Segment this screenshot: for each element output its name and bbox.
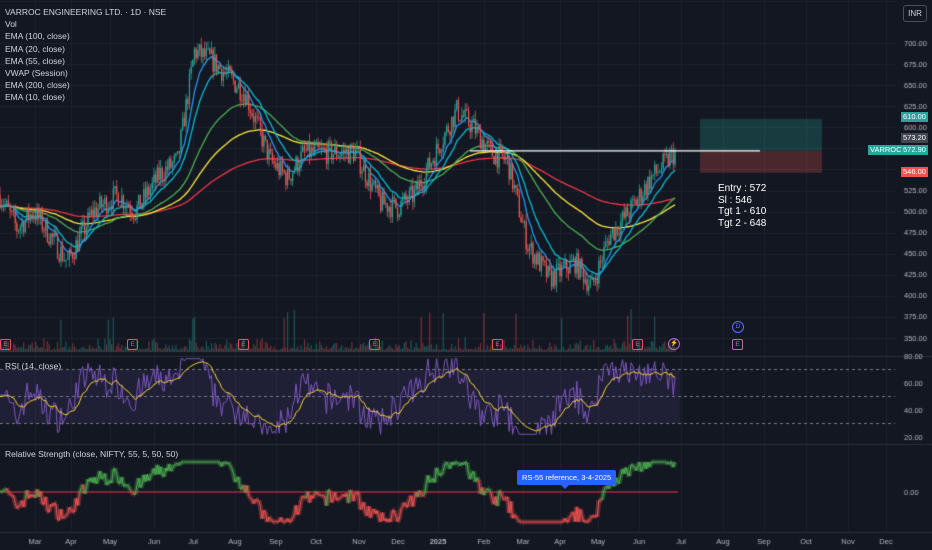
legend-ema20[interactable]: EMA (20, close) <box>5 43 65 54</box>
trade-plan-note: Entry : 572 Sl : 546 Tgt 1 - 610 Tgt 2 -… <box>718 183 766 229</box>
legend-ema55[interactable]: EMA (55, close) <box>5 55 65 66</box>
currency-button[interactable]: INR <box>903 5 927 22</box>
earnings-event-icon[interactable]: E <box>238 339 249 350</box>
rs-reference-annotation[interactable]: RS-55 reference, 3-4-2025 <box>517 470 617 489</box>
upcoming-earnings-icon[interactable]: E <box>732 339 743 350</box>
stoploss-text: Sl : 546 <box>718 194 752 206</box>
stoploss-price-label: 546.00 <box>901 167 928 177</box>
flash-event-icon[interactable]: ⚡ <box>668 338 680 350</box>
entry-text: Entry : 572 <box>718 183 767 194</box>
legend-vol[interactable]: Vol <box>5 19 17 30</box>
earnings-event-icon[interactable]: E <box>492 339 503 350</box>
symbol-price-tag: VARROC <box>868 145 904 155</box>
target2-text: Tgt 2 - 648 <box>718 217 767 229</box>
legend-ema100[interactable]: EMA (100, close) <box>5 31 70 42</box>
legend-ema10[interactable]: EMA (10, close) <box>5 92 65 103</box>
last-high-label: 573.20 <box>901 133 928 143</box>
legend-ema200[interactable]: EMA (200, close) <box>5 80 70 91</box>
legend-vwap[interactable]: VWAP (Session) <box>5 68 68 79</box>
last-price-label: 572.90 <box>901 145 928 155</box>
earnings-event-icon[interactable]: E <box>632 339 643 350</box>
earnings-event-icon[interactable]: E <box>0 339 11 350</box>
earnings-event-icon[interactable]: E <box>127 339 138 350</box>
target-price-label: 610.00 <box>901 112 928 122</box>
rs-pane-title[interactable]: Relative Strength (close, NIFTY, 55, 5, … <box>5 449 179 459</box>
rsi-pane-title[interactable]: RSI (14, close) <box>5 361 62 371</box>
dividend-event-icon[interactable]: D <box>732 321 744 333</box>
symbol-title[interactable]: VARROC ENGINEERING LTD. · 1D · NSE <box>5 7 167 17</box>
target1-text: Tgt 1 - 610 <box>718 206 767 217</box>
indicator-legend: VARROC ENGINEERING LTD. · 1D · NSE Vol E… <box>5 6 166 104</box>
earnings-event-icon[interactable]: E <box>369 339 380 350</box>
